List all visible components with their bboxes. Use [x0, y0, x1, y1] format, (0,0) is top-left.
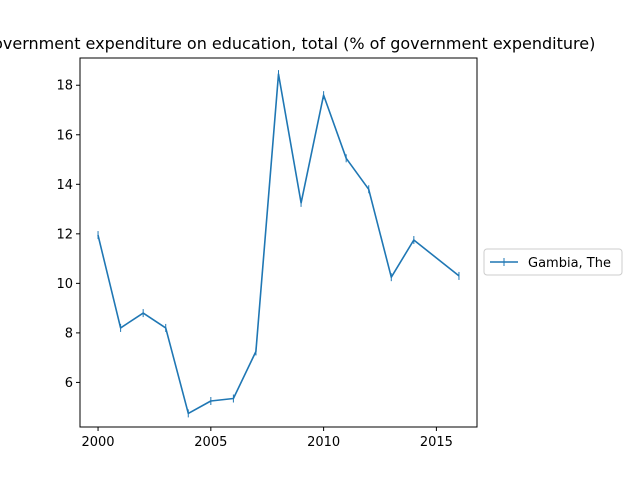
x-tick-label: 2005	[194, 435, 227, 450]
legend: Gambia, The	[483, 248, 623, 276]
y-tick-label: 14	[56, 178, 73, 193]
y-tick-label: 8	[65, 326, 73, 341]
y-tick-label: 12	[56, 227, 73, 242]
x-tick-label: 2015	[420, 435, 453, 450]
data-marks	[97, 70, 460, 418]
y-tick-label: 10	[56, 277, 73, 292]
axes-group: 2000 2005 2010 2015 6 8 10 12 14 16 18	[56, 79, 452, 450]
x-tick-label: 2000	[81, 435, 114, 450]
chart-title: Government expenditure on education, tot…	[0, 34, 595, 53]
legend-box	[483, 248, 623, 276]
x-tick-label: 2010	[307, 435, 340, 450]
y-tick-label: 6	[65, 376, 73, 391]
series-line	[97, 73, 460, 415]
plot-frame	[79, 57, 478, 428]
legend-label: Gambia, The	[528, 256, 611, 271]
y-tick-label: 18	[56, 79, 73, 94]
y-tick-label: 16	[56, 128, 73, 143]
